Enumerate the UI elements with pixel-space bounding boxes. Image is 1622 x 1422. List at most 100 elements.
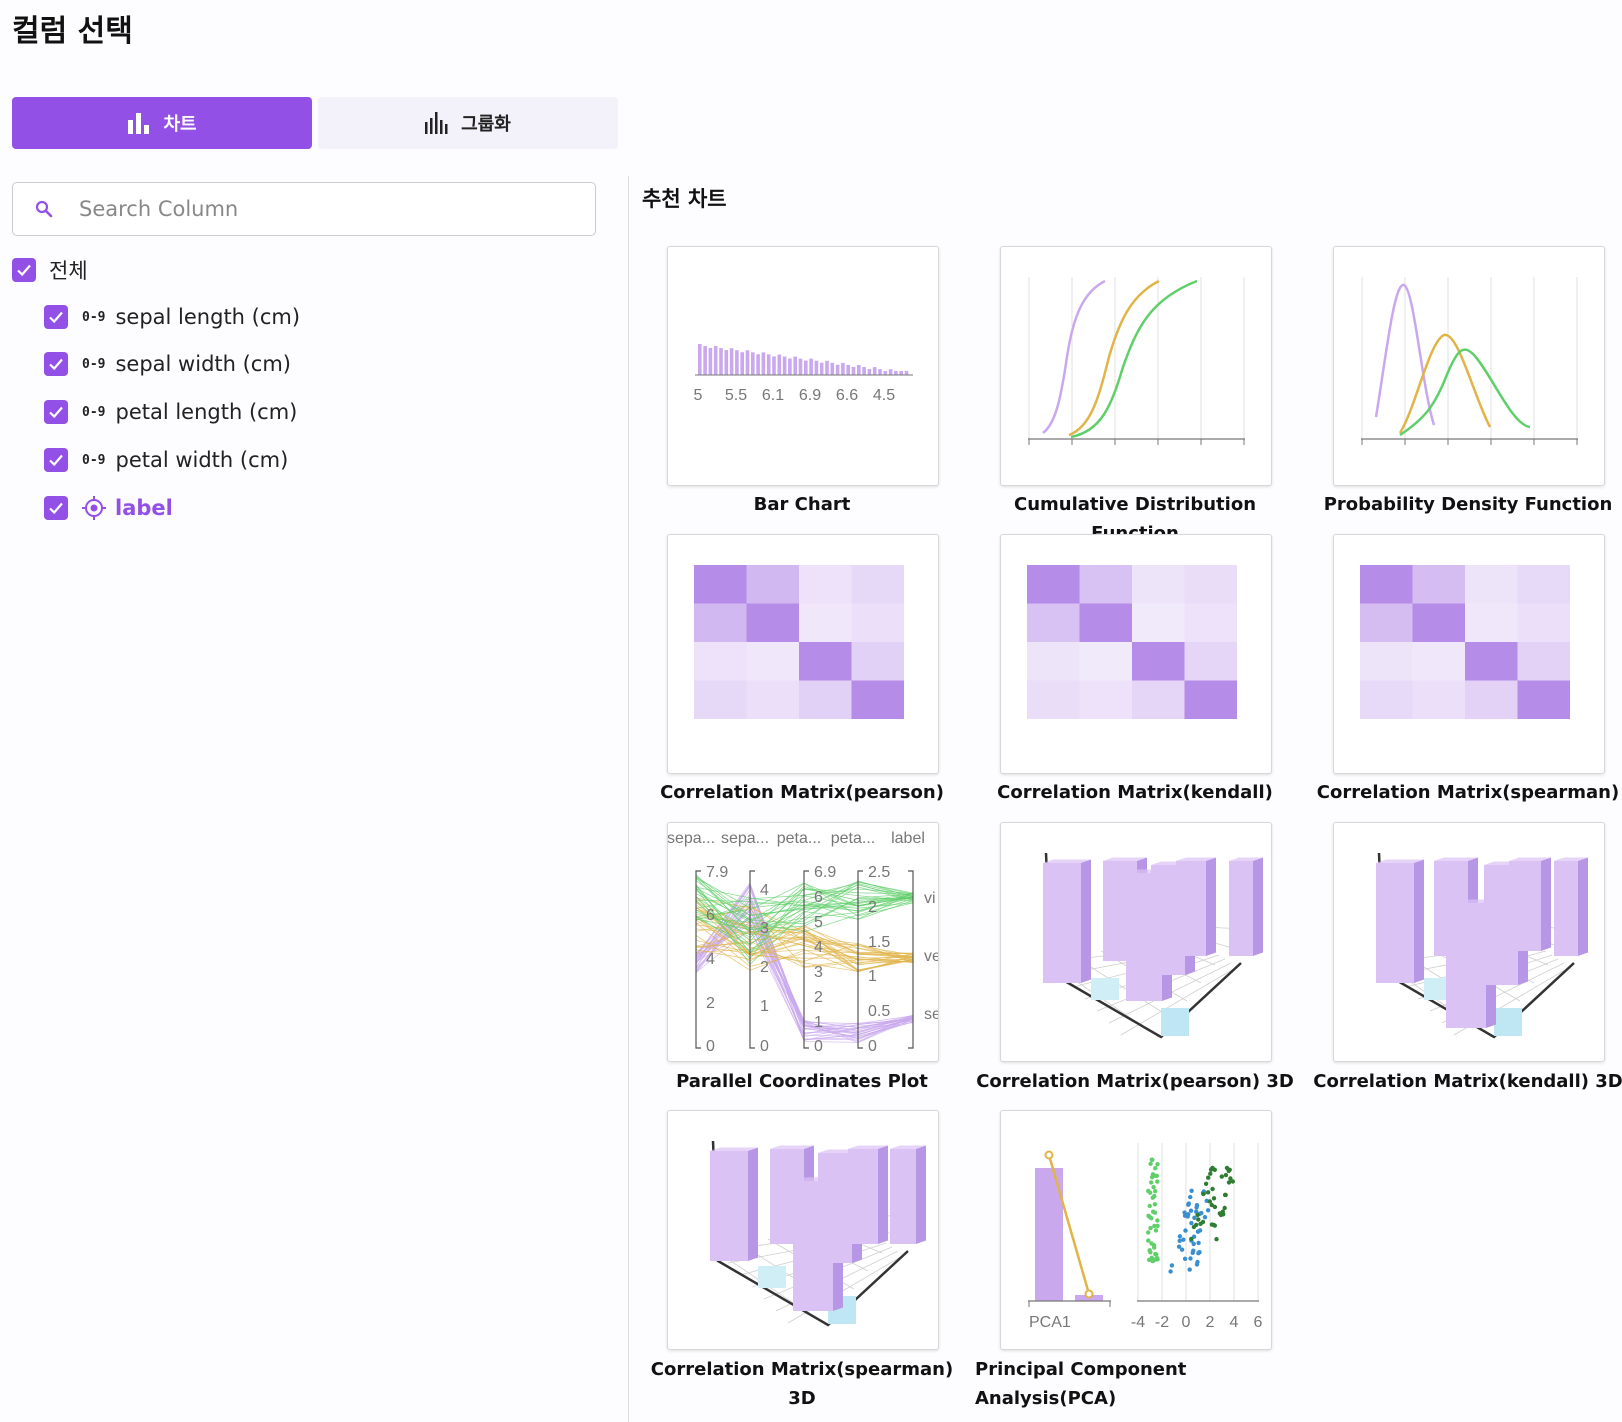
bar-top [1554, 857, 1588, 861]
column-item-target[interactable]: label [44, 496, 173, 520]
scatter-point [1177, 1234, 1183, 1239]
tick: 6.9 [814, 864, 836, 881]
scatter-point [1186, 1202, 1191, 1207]
scatter-point [1196, 1251, 1201, 1256]
bar-low [1161, 1008, 1189, 1036]
heatmap-cell [1465, 603, 1518, 642]
tick: 1 [868, 968, 877, 985]
bar-front [1554, 861, 1578, 956]
scatter-point [1211, 1196, 1217, 1201]
column-checkbox[interactable] [44, 352, 68, 376]
bar [708, 348, 713, 375]
scatter-point [1210, 1186, 1215, 1192]
chart-card-corr-kendall-3d[interactable] [1333, 822, 1605, 1062]
bar-top [1176, 857, 1216, 861]
pca-thumbnail: PCA1 -4 -2 0 2 4 6 [1028, 1143, 1263, 1331]
bar [772, 356, 776, 375]
heatmap-cell [799, 642, 852, 681]
select-all-row[interactable]: 전체 [12, 255, 88, 285]
recommended-charts-title: 추천 차트 [642, 187, 727, 211]
scatter-point [1189, 1236, 1194, 1242]
column-checkbox[interactable] [44, 305, 68, 329]
bar [782, 356, 787, 375]
scatter-point [1208, 1167, 1214, 1172]
heatmap-cell [1184, 680, 1237, 719]
chart-card-corr-kendall[interactable] [1000, 534, 1272, 774]
parallel-coordinates-thumbnail: sepa... sepa... peta... peta... label 7.… [668, 830, 938, 1055]
column-item[interactable]: 0-9 petal length (cm) [44, 400, 297, 424]
check-icon [49, 358, 63, 371]
dim-label: peta... [777, 830, 821, 847]
cdf-thumbnail [1028, 277, 1245, 445]
bar [740, 352, 744, 375]
search-icon [35, 200, 53, 218]
heatmap-cell [1360, 680, 1413, 719]
chart-card-corr-spearman[interactable] [1333, 534, 1605, 774]
bar [713, 346, 718, 375]
select-all-checkbox[interactable] [12, 258, 36, 282]
heatmap-cell [851, 603, 904, 642]
column-item[interactable]: 0-9 sepal length (cm) [44, 305, 300, 329]
numeric-type-icon: 0-9 [82, 309, 106, 325]
tick: 5 [814, 914, 823, 931]
select-all-label: 전체 [49, 259, 88, 283]
column-checkbox[interactable] [44, 448, 68, 472]
tab-chart-label: 차트 [163, 114, 197, 135]
chart-label: Parallel Coordinates Plot [676, 1071, 928, 1092]
tab-group[interactable]: 그룹화 [318, 97, 618, 149]
bar-low [1494, 1008, 1522, 1036]
heatmap-cell [1517, 642, 1570, 681]
heatmap-cell [1027, 680, 1080, 719]
scatter-point [1189, 1188, 1194, 1193]
bar-front [1176, 861, 1206, 956]
scatter-point [1146, 1238, 1151, 1243]
scatter-point [1196, 1240, 1201, 1246]
scatter-point [1148, 1250, 1153, 1255]
tick: 2 [706, 995, 715, 1012]
tick: 6 [814, 889, 823, 906]
scatter-point [1188, 1194, 1193, 1200]
bar-top [1509, 857, 1551, 861]
chart-card-pdf[interactable] [1333, 246, 1605, 486]
heatmap-cell [851, 680, 904, 719]
chart-label: Correlation Matrix(pearson) 3D [976, 1071, 1294, 1092]
scatter-point [1149, 1175, 1155, 1180]
bar-front [1043, 863, 1081, 983]
column-checkbox[interactable] [44, 496, 68, 520]
chart-card-parallel[interactable]: sepa... sepa... peta... peta... label 7.… [667, 822, 939, 1062]
numeric-type-icon: 0-9 [82, 356, 106, 372]
bar [888, 369, 893, 375]
tick: se [924, 1006, 938, 1023]
tick: 3 [760, 920, 769, 937]
scatter-point [1152, 1193, 1157, 1199]
scatter-point [1192, 1215, 1197, 1220]
chart-card-corr-pearson-3d[interactable] [1000, 822, 1272, 1062]
column-item[interactable]: 0-9 sepal width (cm) [44, 352, 291, 376]
view-tabs: 차트 그룹화 [12, 97, 618, 149]
column-item[interactable]: 0-9 petal width (cm) [44, 448, 288, 472]
chart-card-bar[interactable]: 5 5.5 6.1 6.9 6.6 4.5 [667, 246, 939, 486]
heatmap-cell [1184, 565, 1237, 604]
scatter-point [1182, 1256, 1188, 1261]
bar [851, 366, 856, 375]
bar-side [1578, 857, 1588, 956]
chart-card-pca[interactable]: PCA1 -4 -2 0 2 4 6 [1000, 1110, 1272, 1350]
tick: 7.9 [706, 864, 728, 881]
chart-card-corr-spearman-3d[interactable] [667, 1110, 939, 1350]
chart-card-cdf[interactable] [1000, 246, 1272, 486]
heatmap-cell [1465, 565, 1518, 604]
heatmap-cell [1079, 565, 1132, 604]
heatmap-cell [1412, 565, 1465, 604]
scatter-point [1153, 1166, 1158, 1171]
chart-card-corr-pearson[interactable] [667, 534, 939, 774]
search-input[interactable] [77, 196, 561, 222]
x-tick: 6.6 [836, 387, 858, 404]
bar-side [1081, 859, 1091, 983]
heatmap-cell [1132, 565, 1185, 604]
scatter-point [1191, 1224, 1197, 1230]
scatter-point [1155, 1218, 1160, 1223]
tick: 0 [760, 1038, 769, 1055]
bar-side [1206, 857, 1216, 956]
tab-chart[interactable]: 차트 [12, 97, 312, 149]
column-checkbox[interactable] [44, 400, 68, 424]
